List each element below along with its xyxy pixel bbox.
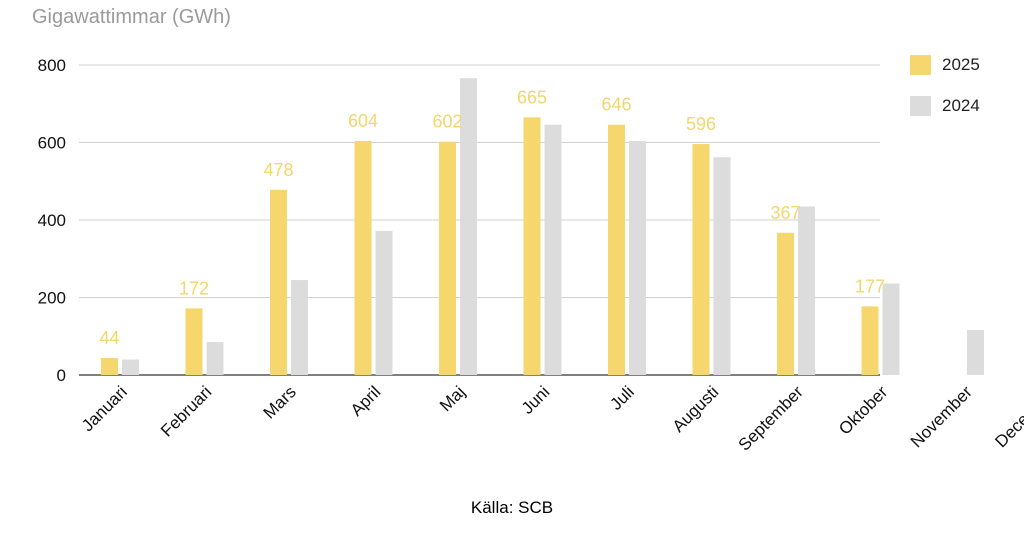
x-tick-label-juni: Juni (518, 382, 553, 417)
bar-2024-augusti (713, 157, 731, 375)
bar-2025-juli (608, 124, 625, 375)
bar-2024-juni (544, 124, 562, 375)
legend-swatch-2024 (910, 96, 931, 116)
data-label-2025-juni: 665 (517, 87, 547, 107)
x-tick-label-augusti: Augusti (669, 382, 723, 436)
bar-2025-juni (523, 117, 541, 375)
bar-2025-augusti (692, 144, 710, 375)
bar-2024-oktober (882, 283, 900, 375)
bar-2024-maj (460, 78, 477, 376)
x-tick-label-maj: Maj (436, 382, 469, 415)
bar-2024-februari (206, 342, 224, 375)
bar-2025-maj (439, 141, 456, 375)
bar-2025-september (777, 232, 794, 375)
legend: 2025 2024 (910, 55, 980, 137)
y-tick-labels: 0 200 400 600 800 (38, 56, 66, 385)
x-tick-label-februari: Februari (157, 382, 215, 440)
data-label-2025-maj: 602 (432, 112, 462, 132)
x-tick-label-september: September (735, 382, 807, 454)
y-tick-label-200: 200 (38, 289, 66, 308)
data-label-2025-augusti: 596 (686, 114, 716, 134)
bar-2024-januari (122, 359, 139, 375)
x-tick-label-oktober: Oktober (835, 382, 891, 438)
y-tick-label-0: 0 (57, 366, 66, 385)
data-label-2025-mars: 478 (263, 160, 293, 180)
data-label-2025-april: 604 (348, 111, 378, 131)
bar-2024-november (967, 330, 984, 375)
legend-item-2025: 2025 (910, 55, 980, 75)
legend-label-2024: 2024 (942, 96, 980, 115)
data-label-2025-september: 367 (770, 203, 800, 223)
bar-2025-januari (101, 357, 118, 375)
data-label-2025-juli: 646 (601, 95, 631, 115)
legend-label-2025: 2025 (942, 55, 980, 74)
bar-2025-februari (185, 308, 203, 375)
y-tick-label-600: 600 (38, 134, 66, 153)
bar-2025-april (354, 140, 372, 375)
data-labels: 44 172 478 604 602 665 646 596 367 177 (99, 87, 885, 348)
y-tick-label-800: 800 (38, 56, 66, 75)
legend-swatch-2025 (910, 55, 931, 75)
gridlines (79, 64, 880, 376)
x-tick-label-juli: Juli (606, 382, 637, 413)
x-tick-label-april: April (347, 382, 384, 419)
data-label-2025-oktober: 177 (855, 276, 885, 296)
bar-2024-juli (629, 140, 646, 375)
data-label-2025-januari: 44 (99, 328, 119, 348)
x-tick-labels: Januari Februari Mars April Maj Juni Juli Augus… (78, 382, 1024, 454)
data-label-2025-februari: 172 (179, 278, 209, 298)
legend-item-2024: 2024 (910, 96, 980, 116)
x-tick-label-mars: Mars (260, 382, 300, 422)
bar-2024-april (375, 230, 393, 375)
x-tick-label-januari: Januari (78, 382, 131, 435)
x-tick-label-november: November (907, 382, 976, 451)
y-axis-unit-title: Gigawattimmar (GWh) (32, 6, 231, 28)
y-tick-label-400: 400 (38, 211, 66, 230)
x-tick-label-december: December (991, 382, 1024, 451)
bar-2024-september (798, 206, 815, 375)
bars (101, 78, 984, 376)
bar-2024-mars (291, 280, 308, 375)
bar-2025-oktober (861, 306, 879, 375)
source-note: Källa: SCB (470, 498, 554, 517)
bar-2025-mars (270, 189, 287, 375)
